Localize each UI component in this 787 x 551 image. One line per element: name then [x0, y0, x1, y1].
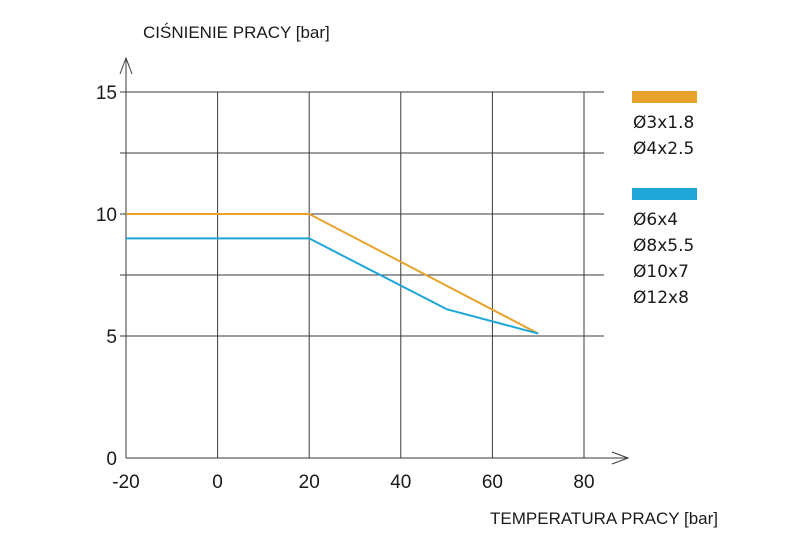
legend-label: Ø10x7 [633, 262, 689, 282]
legend-label: Ø3x1.8 [633, 113, 694, 133]
x-tick-label: 40 [390, 472, 411, 493]
series-line-1 [126, 213, 539, 335]
x-axis-arrow [611, 451, 630, 465]
x-tick-label: 20 [299, 472, 320, 493]
legend-label: Ø8x5.5 [633, 236, 694, 256]
series [126, 213, 539, 335]
legend-label: Ø4x2.5 [633, 139, 694, 159]
series-line-2 [126, 237, 539, 335]
x-tick-label: -20 [112, 472, 139, 493]
legend-label: Ø12x8 [633, 288, 689, 308]
axes [119, 56, 630, 465]
y-tick-label: 10 [96, 205, 117, 226]
legend-label: Ø6x4 [633, 210, 678, 230]
y-tick-label: 0 [106, 449, 117, 470]
y-tick-label: 15 [96, 83, 117, 104]
legend-swatch [632, 91, 697, 103]
x-tick-label: 0 [212, 472, 223, 493]
legend: Ø3x1.8 Ø4x2.5 Ø6x4 Ø8x5.5 Ø10x7 Ø12x8 [632, 91, 697, 308]
x-tick-label: 60 [482, 472, 503, 493]
x-axis-title: TEMPERATURA PRACY [bar] [490, 509, 718, 528]
y-axis-arrow [119, 56, 133, 75]
y-axis-title: CIŚNIENIE PRACY [bar] [143, 23, 330, 42]
legend-swatch [632, 188, 697, 200]
x-tick-label: 80 [573, 472, 594, 493]
grid [120, 91, 604, 458]
y-tick-label: 5 [106, 327, 117, 348]
